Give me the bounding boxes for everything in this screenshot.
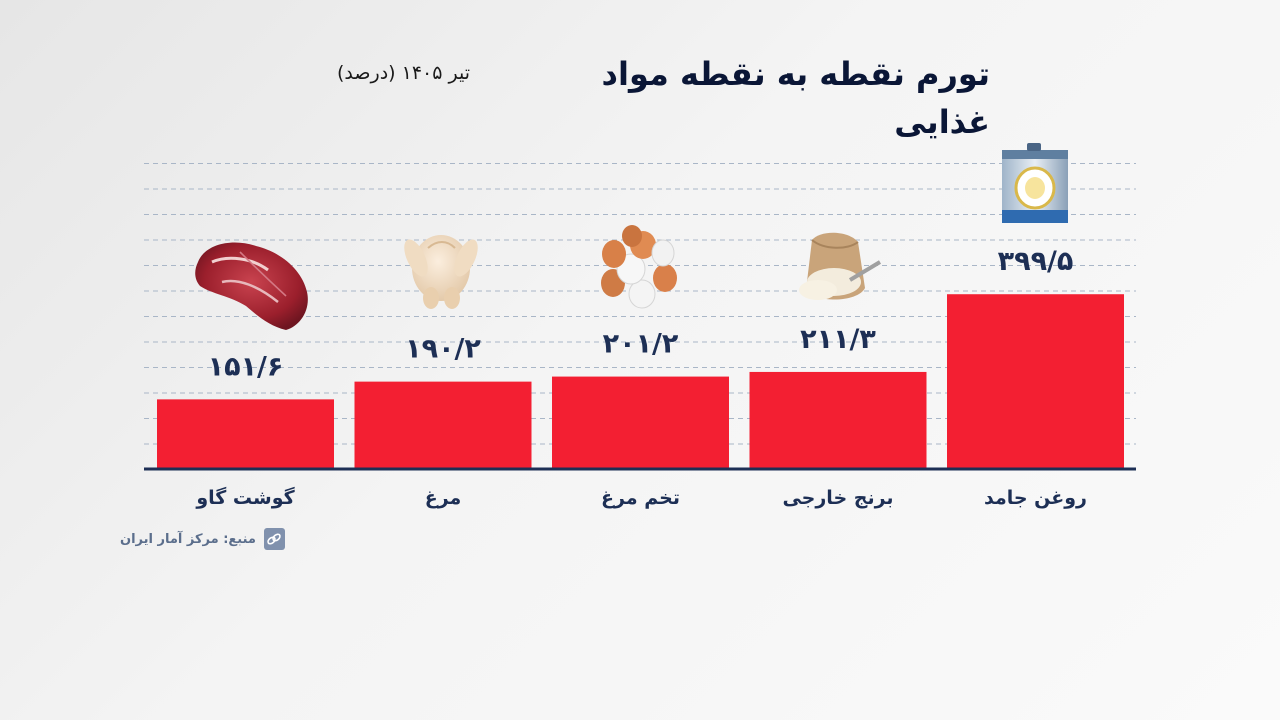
- bar: [354, 381, 532, 469]
- chart-title: تورم نقطه به نقطه مواد غذایی: [601, 55, 990, 141]
- category-labels: گوشت گاو مرغ تخم مرغ برنج خارجی روغن جامد: [195, 486, 1087, 509]
- source-credit: منبع: مرکز آمار ایران: [120, 527, 285, 551]
- bar: [157, 399, 334, 469]
- bar: [552, 376, 729, 469]
- value-label: ۲۰۱/۲: [603, 329, 679, 360]
- category-label: برنج خارجی: [782, 487, 893, 509]
- value-labels: ۱۵۱/۶ ۱۹۰/۲ ۲۰۱/۲ ۲۱۱/۳ ۳۹۹/۵: [208, 246, 1074, 382]
- value-label: ۳۹۹/۵: [998, 246, 1074, 277]
- category-label: گوشت گاو: [195, 486, 295, 509]
- value-label: ۱۹۰/۲: [405, 334, 481, 365]
- category-label: روغن جامد: [984, 487, 1087, 509]
- bar: [749, 371, 927, 469]
- chart-subtitle: تیر ۱۴۰۵ (درصد): [337, 62, 470, 84]
- beef-icon: [195, 242, 308, 330]
- oil-can-icon: [1002, 143, 1068, 223]
- bar: [947, 294, 1124, 469]
- chicken-icon: [404, 235, 478, 309]
- category-label: مرغ: [425, 487, 462, 509]
- bars: [157, 294, 1124, 469]
- source-text: منبع: مرکز آمار ایران: [120, 531, 256, 547]
- category-label: تخم مرغ: [601, 487, 680, 509]
- rice-sack-icon: [799, 232, 882, 300]
- value-label: ۲۱۱/۳: [800, 324, 876, 355]
- eggs-icon: [601, 225, 677, 309]
- value-label: ۱۵۱/۶: [208, 351, 284, 382]
- link-icon: [263, 528, 285, 550]
